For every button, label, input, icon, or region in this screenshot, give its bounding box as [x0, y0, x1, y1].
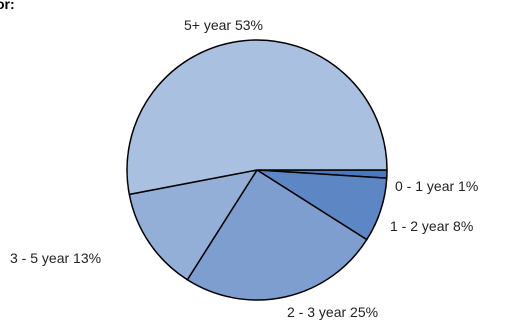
slice-label-0-1-year: 0 - 1 year 1%	[395, 178, 478, 194]
pie-slice-3-5-year	[128, 169, 258, 281]
slice-label-1-2-year: 1 - 2 year 8%	[390, 218, 473, 234]
chart-title: or:	[0, 0, 15, 12]
slice-label-2-3-year: 2 - 3 year 25%	[287, 304, 378, 320]
slice-label-3-5-year: 3 - 5 year 13%	[10, 250, 101, 266]
pie-slice-2-3-year	[186, 169, 368, 301]
pie-slice-5-year	[126, 39, 388, 196]
slice-label-5-year: 5+ year 53%	[184, 17, 263, 33]
